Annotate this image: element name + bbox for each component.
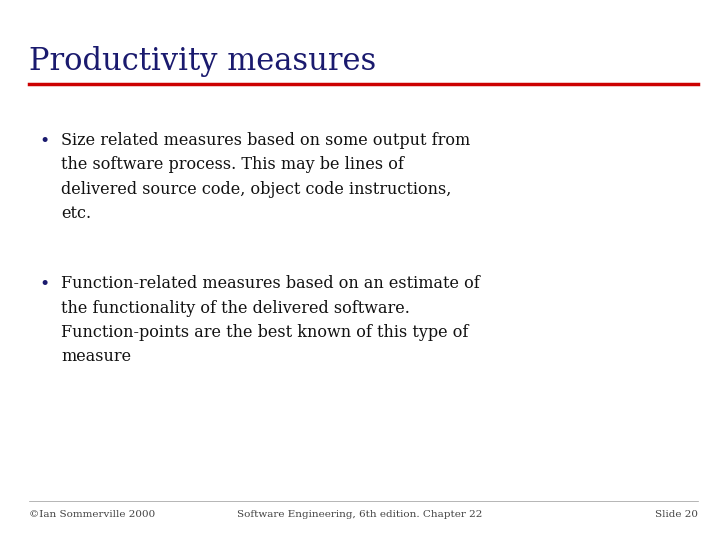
Text: Productivity measures: Productivity measures [29, 46, 376, 77]
Text: ©Ian Sommerville 2000: ©Ian Sommerville 2000 [29, 510, 155, 519]
Text: •: • [40, 275, 50, 293]
Text: Size related measures based on some output from
the software process. This may b: Size related measures based on some outp… [61, 132, 470, 222]
Text: Software Engineering, 6th edition. Chapter 22: Software Engineering, 6th edition. Chapt… [238, 510, 482, 519]
Text: Function-related measures based on an estimate of
the functionality of the deliv: Function-related measures based on an es… [61, 275, 480, 365]
Text: Slide 20: Slide 20 [655, 510, 698, 519]
Text: •: • [40, 132, 50, 150]
